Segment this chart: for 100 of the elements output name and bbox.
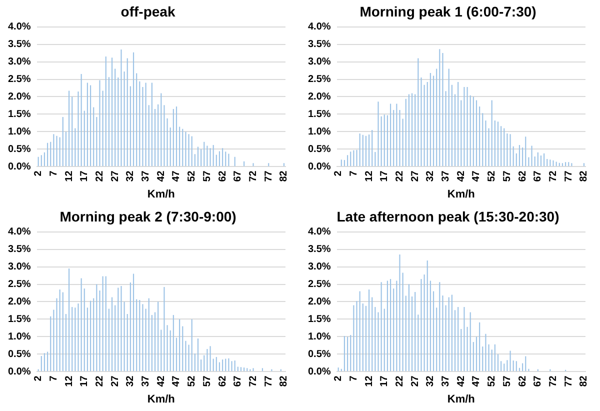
y-tick-label: 1.5% <box>8 314 31 325</box>
y-tick-label: 4.0% <box>308 226 331 238</box>
y-tick-label: 1.0% <box>8 126 31 138</box>
x-tick-label: 82 <box>278 375 290 387</box>
x-tick-label: 12 <box>64 375 75 387</box>
x-tick-label: 57 <box>202 170 213 182</box>
x-tick-label: 37 <box>140 375 152 387</box>
x-tick-label: 82 <box>578 170 590 182</box>
x-tick-label: 77 <box>263 375 274 387</box>
y-tick-label: 2.0% <box>308 91 331 102</box>
y-tick-label: 2.0% <box>308 296 331 308</box>
x-tick-label: 7 <box>48 375 60 382</box>
y-tick-label: 0.5% <box>308 348 331 360</box>
y-tick-label: 0.0% <box>308 161 331 172</box>
chart-title: off-peak <box>120 3 176 20</box>
y-tick-label: 2.0% <box>8 296 31 308</box>
x-tick-label: 62 <box>217 375 228 387</box>
x-axis-title: Km/h <box>147 393 176 406</box>
x-tick-label: 27 <box>110 375 121 387</box>
y-tick-label: 0.0% <box>8 161 31 172</box>
x-tick-label: 62 <box>517 375 528 387</box>
x-tick-label: 17 <box>379 170 390 182</box>
x-tick-label: 37 <box>140 170 152 182</box>
x-tick-label: 42 <box>156 170 167 182</box>
y-tick-label: 2.5% <box>8 74 31 86</box>
x-tick-label: 32 <box>425 170 436 182</box>
x-axis-title: Km/h <box>147 188 176 200</box>
x-tick-label: 72 <box>248 170 260 182</box>
x-tick-label: 2 <box>33 375 44 382</box>
y-tick-label: 3.5% <box>8 39 31 50</box>
y-tick-label: 3.5% <box>8 244 31 256</box>
x-tick-label: 32 <box>425 375 436 387</box>
x-tick-label: 52 <box>486 375 498 387</box>
x-tick-label: 52 <box>186 170 198 182</box>
y-tick-label: 0.5% <box>8 144 31 155</box>
x-tick-label: 12 <box>64 170 75 182</box>
x-tick-label: 12 <box>364 170 375 182</box>
x-tick-label: 2 <box>33 170 44 176</box>
x-tick-label: 72 <box>548 170 560 182</box>
y-tick-label: 3.5% <box>308 39 331 50</box>
x-tick-label: 42 <box>456 170 467 182</box>
chart-title: Morning peak 2 (7:30-9:00) <box>60 208 236 224</box>
x-tick-label: 7 <box>348 170 360 176</box>
x-tick-label: 7 <box>348 375 360 382</box>
y-tick-label: 3.0% <box>308 262 331 273</box>
x-tick-label: 12 <box>364 375 375 387</box>
x-tick-label: 47 <box>471 375 482 387</box>
y-tick-label: 3.0% <box>308 56 331 68</box>
x-tick-label: 17 <box>379 375 390 387</box>
y-tick-label: 3.0% <box>8 56 31 68</box>
x-tick-label: 82 <box>278 170 290 182</box>
x-tick-label: 77 <box>263 170 274 182</box>
x-tick-label: 47 <box>171 170 182 182</box>
x-tick-label: 47 <box>171 375 182 387</box>
x-tick-label: 57 <box>202 375 213 387</box>
x-tick-label: 52 <box>486 170 498 182</box>
x-tick-label: 67 <box>532 170 544 182</box>
x-tick-label: 67 <box>232 375 244 387</box>
x-tick-label: 67 <box>532 375 544 387</box>
x-tick-label: 27 <box>410 170 421 182</box>
x-axis-title: Km/h <box>447 188 476 200</box>
x-tick-label: 27 <box>110 170 121 182</box>
y-tick-label: 2.5% <box>308 74 331 86</box>
x-tick-label: 22 <box>94 170 106 182</box>
y-tick-label: 2.5% <box>8 279 31 290</box>
x-tick-label: 7 <box>48 170 60 176</box>
x-tick-label: 32 <box>125 375 136 387</box>
y-tick-label: 1.5% <box>308 108 331 120</box>
x-tick-label: 82 <box>578 375 590 387</box>
y-tick-label: 1.0% <box>8 331 31 342</box>
y-tick-label: 1.5% <box>8 108 31 120</box>
x-tick-label: 37 <box>440 375 452 387</box>
x-tick-label: 77 <box>563 375 574 387</box>
x-tick-label: 2 <box>333 170 344 176</box>
x-tick-label: 52 <box>186 375 198 387</box>
x-tick-label: 22 <box>394 375 406 387</box>
x-tick-label: 2 <box>333 375 344 382</box>
y-tick-label: 4.0% <box>8 226 31 238</box>
x-tick-label: 17 <box>79 375 90 387</box>
x-tick-label: 72 <box>548 375 560 387</box>
x-tick-label: 22 <box>394 170 406 182</box>
x-tick-label: 62 <box>217 170 228 182</box>
y-tick-label: 2.5% <box>308 279 331 290</box>
x-tick-label: 17 <box>79 170 90 182</box>
y-tick-label: 0.0% <box>308 366 331 378</box>
y-tick-label: 1.0% <box>308 126 331 138</box>
x-tick-label: 62 <box>517 170 528 182</box>
x-axis-title: Km/h <box>447 393 476 406</box>
y-tick-label: 0.0% <box>8 366 31 378</box>
y-tick-label: 0.5% <box>8 348 31 360</box>
chart-title: Late afternoon peak (15:30-20:30) <box>336 208 560 224</box>
x-tick-label: 67 <box>232 170 244 182</box>
x-tick-label: 42 <box>456 375 467 387</box>
chart-title: Morning peak 1 (6:00-7:30) <box>360 3 536 20</box>
x-tick-label: 57 <box>502 170 513 182</box>
y-tick-label: 0.5% <box>308 144 331 155</box>
x-tick-label: 77 <box>563 170 574 182</box>
x-tick-label: 57 <box>502 375 513 387</box>
x-tick-label: 72 <box>248 375 260 387</box>
x-tick-label: 27 <box>410 375 421 387</box>
